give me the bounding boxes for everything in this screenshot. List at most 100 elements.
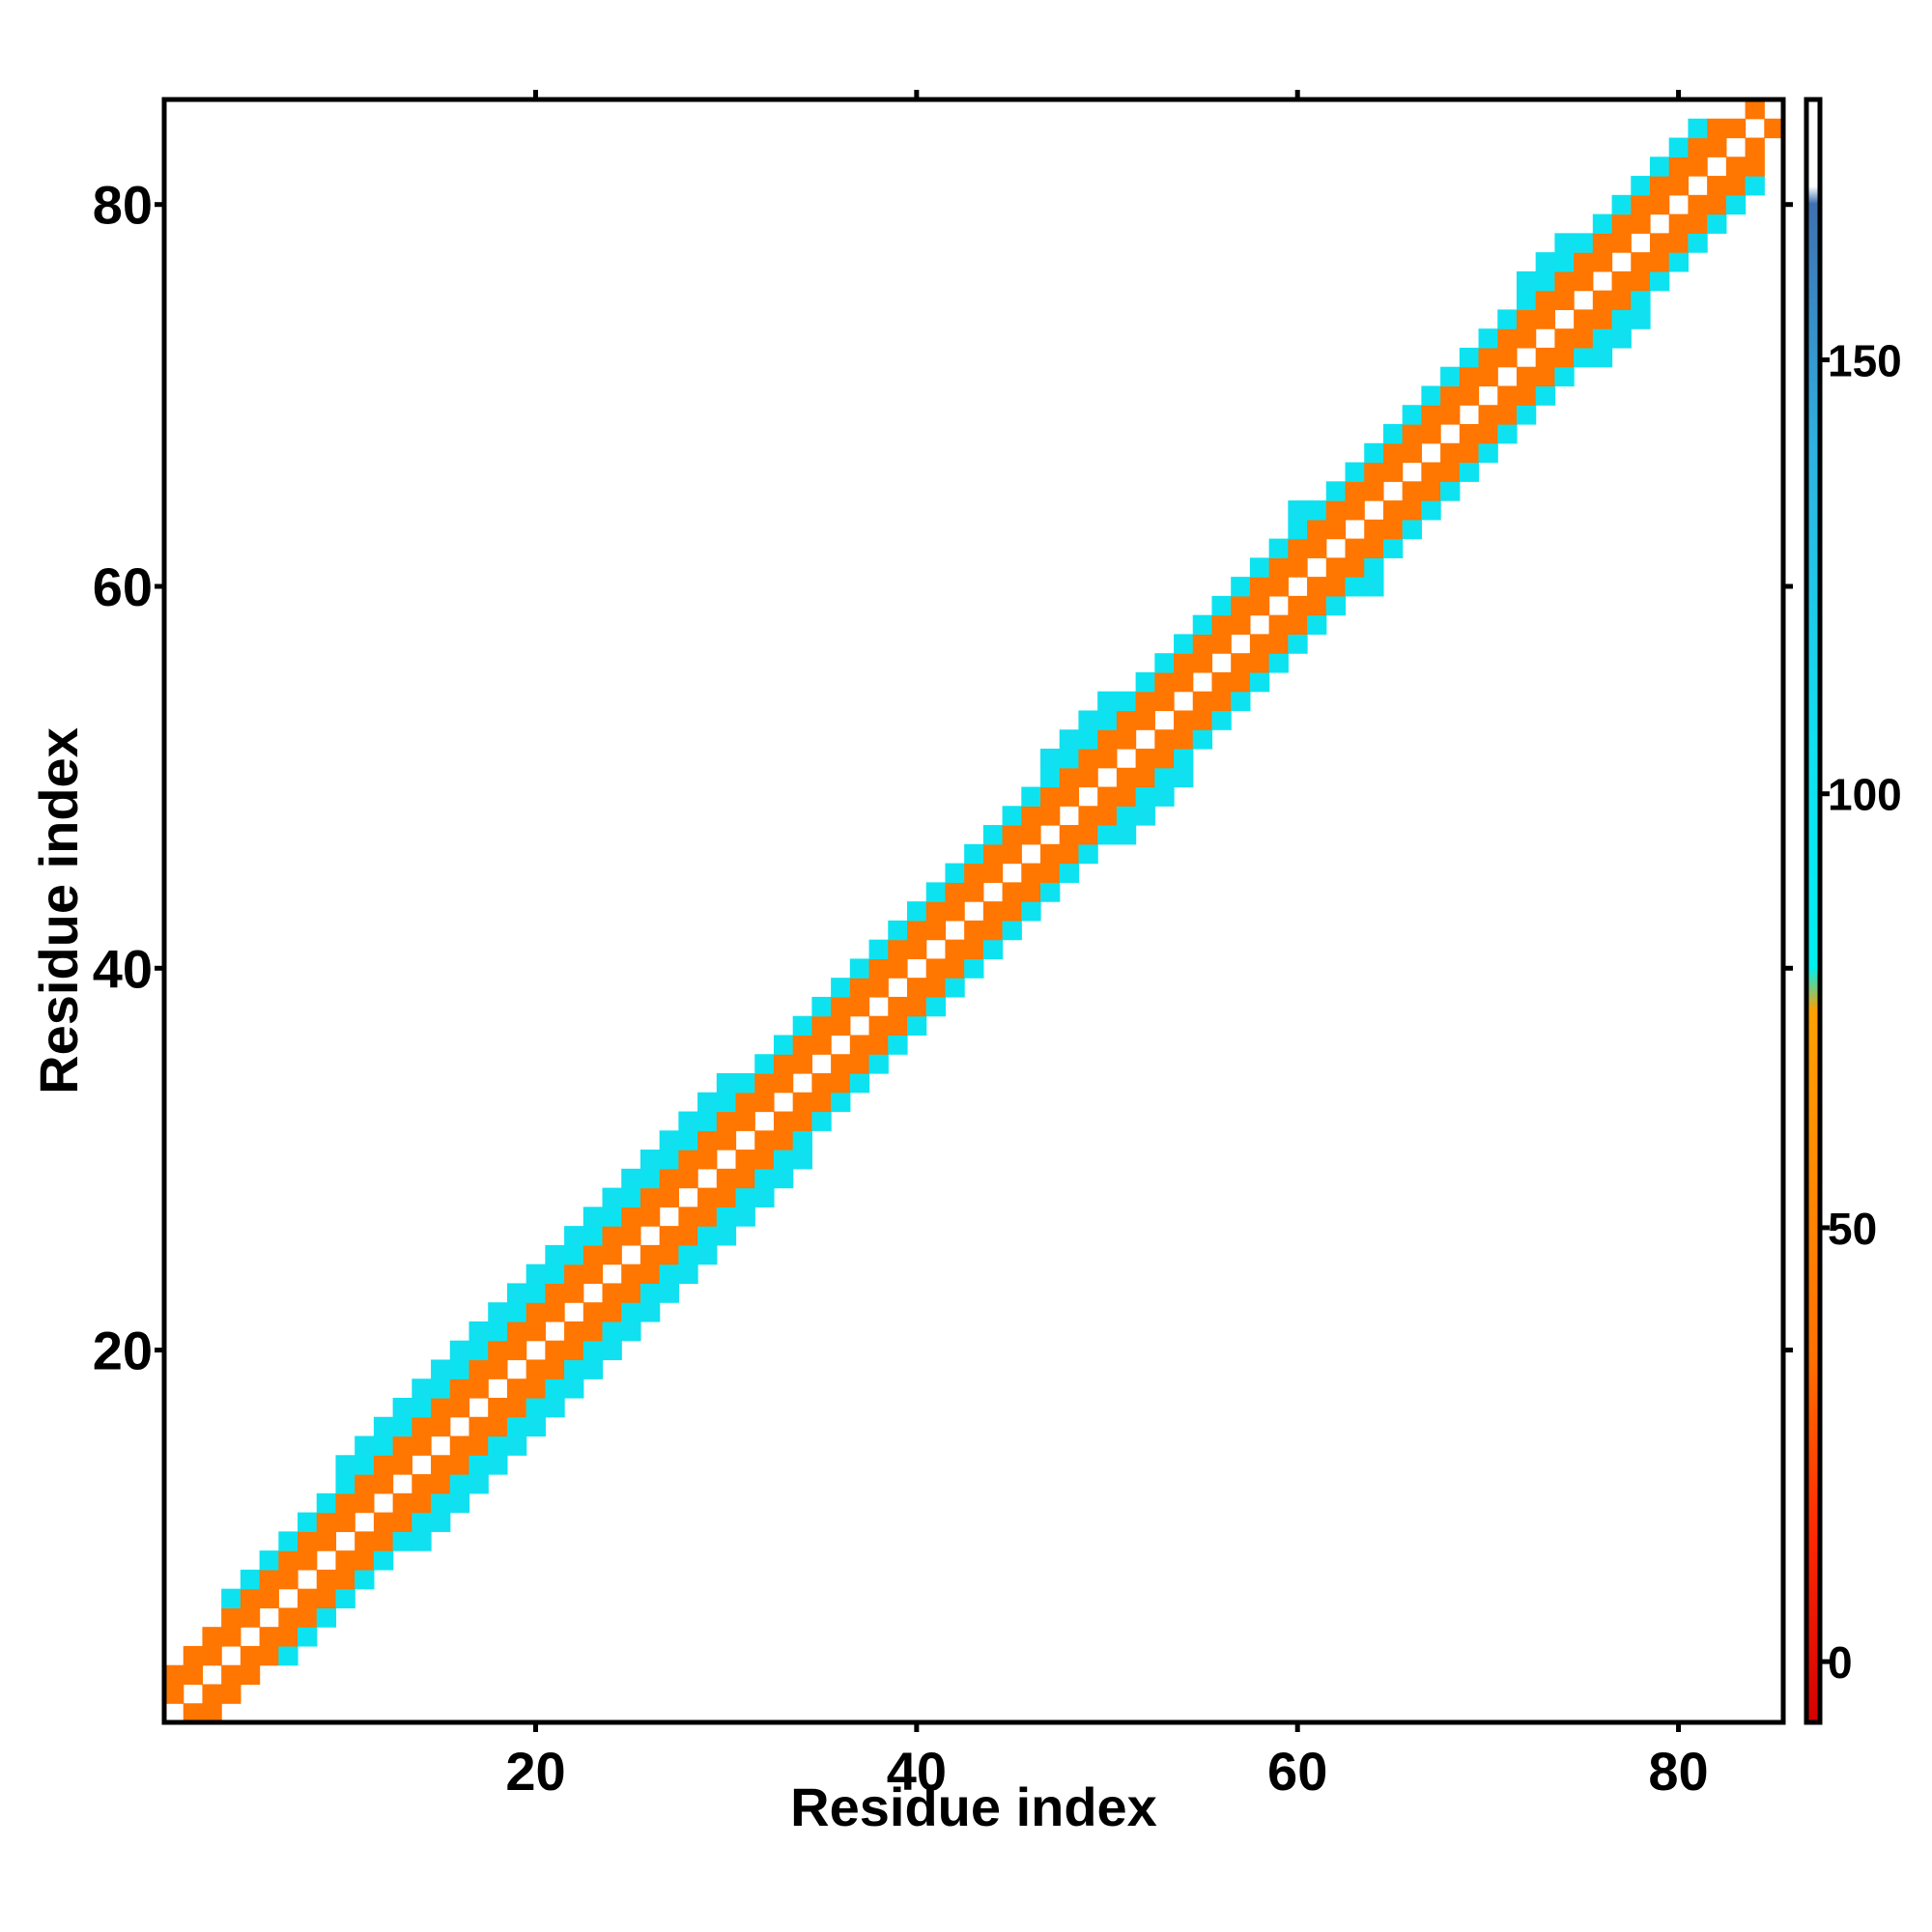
heatmap-cell bbox=[716, 1073, 737, 1094]
heatmap-cell bbox=[1211, 634, 1232, 654]
heatmap-cell bbox=[1497, 405, 1518, 425]
heatmap-cell bbox=[1364, 577, 1384, 597]
heatmap-cell bbox=[792, 1054, 812, 1074]
heatmap-cell bbox=[1745, 99, 1765, 120]
heatmap-cell bbox=[773, 1054, 794, 1074]
heatmap-cell bbox=[659, 1264, 679, 1285]
y-axis: 20 40 60 80 bbox=[93, 175, 1793, 1381]
heatmap-cell bbox=[1611, 328, 1632, 349]
heatmap-cell bbox=[164, 1684, 185, 1704]
heatmap-cell bbox=[811, 1015, 832, 1037]
heatmap-cell bbox=[1592, 290, 1613, 311]
heatmap-cell bbox=[849, 996, 870, 1017]
heatmap-cell bbox=[1078, 825, 1098, 845]
heatmap-cell bbox=[1097, 729, 1118, 750]
heatmap-cell bbox=[1574, 328, 1594, 349]
heatmap-cell bbox=[1249, 653, 1270, 673]
heatmap-cell bbox=[1325, 595, 1347, 616]
heatmap-cell bbox=[1535, 270, 1555, 292]
colorbar-tick-label: 50 bbox=[1828, 1204, 1877, 1254]
heatmap-cell bbox=[1325, 519, 1347, 540]
heatmap-cell bbox=[1192, 614, 1213, 636]
heatmap-cell bbox=[1249, 557, 1270, 578]
heatmap-cell bbox=[564, 1321, 584, 1342]
heatmap-cell bbox=[868, 939, 889, 960]
heatmap-cell bbox=[1154, 671, 1175, 693]
heatmap-cell bbox=[697, 1130, 718, 1151]
heatmap-cell bbox=[1440, 385, 1461, 406]
heatmap-cell bbox=[1516, 290, 1537, 311]
heatmap-cell bbox=[811, 996, 832, 1017]
heatmap-cell bbox=[545, 1244, 565, 1265]
heatmap-cell bbox=[1459, 462, 1480, 482]
heatmap-cell bbox=[1268, 614, 1289, 636]
heatmap-cell bbox=[335, 1492, 355, 1514]
heatmap-cell bbox=[1497, 347, 1518, 368]
heatmap-cell bbox=[1288, 614, 1308, 636]
heatmap-cell bbox=[316, 1588, 337, 1609]
heatmap-cell bbox=[564, 1340, 584, 1361]
heatmap-cell bbox=[1002, 843, 1022, 865]
heatmap-cell bbox=[1268, 538, 1289, 558]
heatmap-cell bbox=[1135, 691, 1155, 712]
heatmap-cell bbox=[298, 1550, 318, 1571]
heatmap-cell bbox=[355, 1531, 375, 1551]
heatmap-cell bbox=[1154, 767, 1175, 788]
heatmap-cell bbox=[1021, 786, 1041, 807]
heatmap-cell bbox=[488, 1455, 508, 1475]
heatmap-cell bbox=[449, 1359, 470, 1379]
heatmap-cell bbox=[716, 1207, 737, 1227]
heatmap-cell bbox=[1668, 252, 1690, 272]
heatmap-cell bbox=[1097, 786, 1118, 807]
heatmap-cell bbox=[792, 1092, 812, 1113]
heatmap-cell bbox=[1421, 462, 1441, 482]
heatmap-cell bbox=[582, 1359, 604, 1379]
heatmap-cell bbox=[469, 1321, 489, 1342]
heatmap-cell bbox=[488, 1359, 508, 1379]
heatmap-cell bbox=[1135, 749, 1155, 769]
heatmap-cell bbox=[1059, 843, 1080, 865]
heatmap-cell bbox=[1688, 118, 1708, 139]
heatmap-cell bbox=[449, 1378, 470, 1399]
heatmap-cell bbox=[1440, 481, 1461, 501]
heatmap-cell bbox=[564, 1378, 584, 1399]
x-axis-label: Residue index bbox=[790, 1776, 1157, 1837]
heatmap-cell bbox=[373, 1531, 394, 1551]
heatmap-cell bbox=[964, 843, 984, 865]
heatmap-cell bbox=[278, 1627, 298, 1647]
heatmap-cell bbox=[355, 1435, 375, 1456]
heatmap-cell bbox=[792, 1150, 812, 1170]
heatmap-cell bbox=[906, 939, 927, 960]
heatmap-cell bbox=[1231, 614, 1251, 636]
x-axis: 20 40 60 80 bbox=[505, 90, 1709, 1802]
heatmap-cell bbox=[1174, 729, 1194, 750]
heatmap-cell bbox=[982, 901, 1004, 922]
colorbar-tick-label: 150 bbox=[1828, 336, 1902, 386]
heatmap-cell bbox=[298, 1588, 318, 1609]
heatmap-cell bbox=[1574, 270, 1594, 292]
heatmap-cell bbox=[659, 1244, 679, 1265]
heatmap-cell bbox=[1345, 500, 1365, 521]
heatmap-cell bbox=[621, 1226, 641, 1246]
heatmap-cell bbox=[982, 939, 1004, 960]
heatmap-cell bbox=[1097, 825, 1118, 845]
heatmap-cell bbox=[639, 1244, 661, 1265]
heatmap-cell bbox=[582, 1340, 604, 1361]
x-tick-label: 60 bbox=[1267, 1741, 1327, 1802]
heatmap-cell bbox=[906, 996, 927, 1017]
heatmap-cell bbox=[240, 1645, 261, 1666]
heatmap-cell bbox=[506, 1398, 527, 1418]
heatmap-cell bbox=[1478, 366, 1498, 387]
heatmap-cell bbox=[849, 1054, 870, 1074]
heatmap-cell bbox=[1002, 806, 1022, 826]
heatmap-cell bbox=[1040, 882, 1061, 902]
heatmap-cell bbox=[678, 1150, 698, 1170]
heatmap-cell bbox=[1631, 213, 1651, 234]
heatmap-cell bbox=[1592, 252, 1613, 272]
heatmap-cell bbox=[564, 1244, 584, 1265]
x-tick-label: 40 bbox=[887, 1741, 947, 1802]
heatmap-cell bbox=[335, 1455, 355, 1475]
heatmap-cell bbox=[1078, 710, 1098, 730]
heatmap-cell bbox=[1345, 462, 1365, 482]
heatmap-cell bbox=[1478, 424, 1498, 444]
